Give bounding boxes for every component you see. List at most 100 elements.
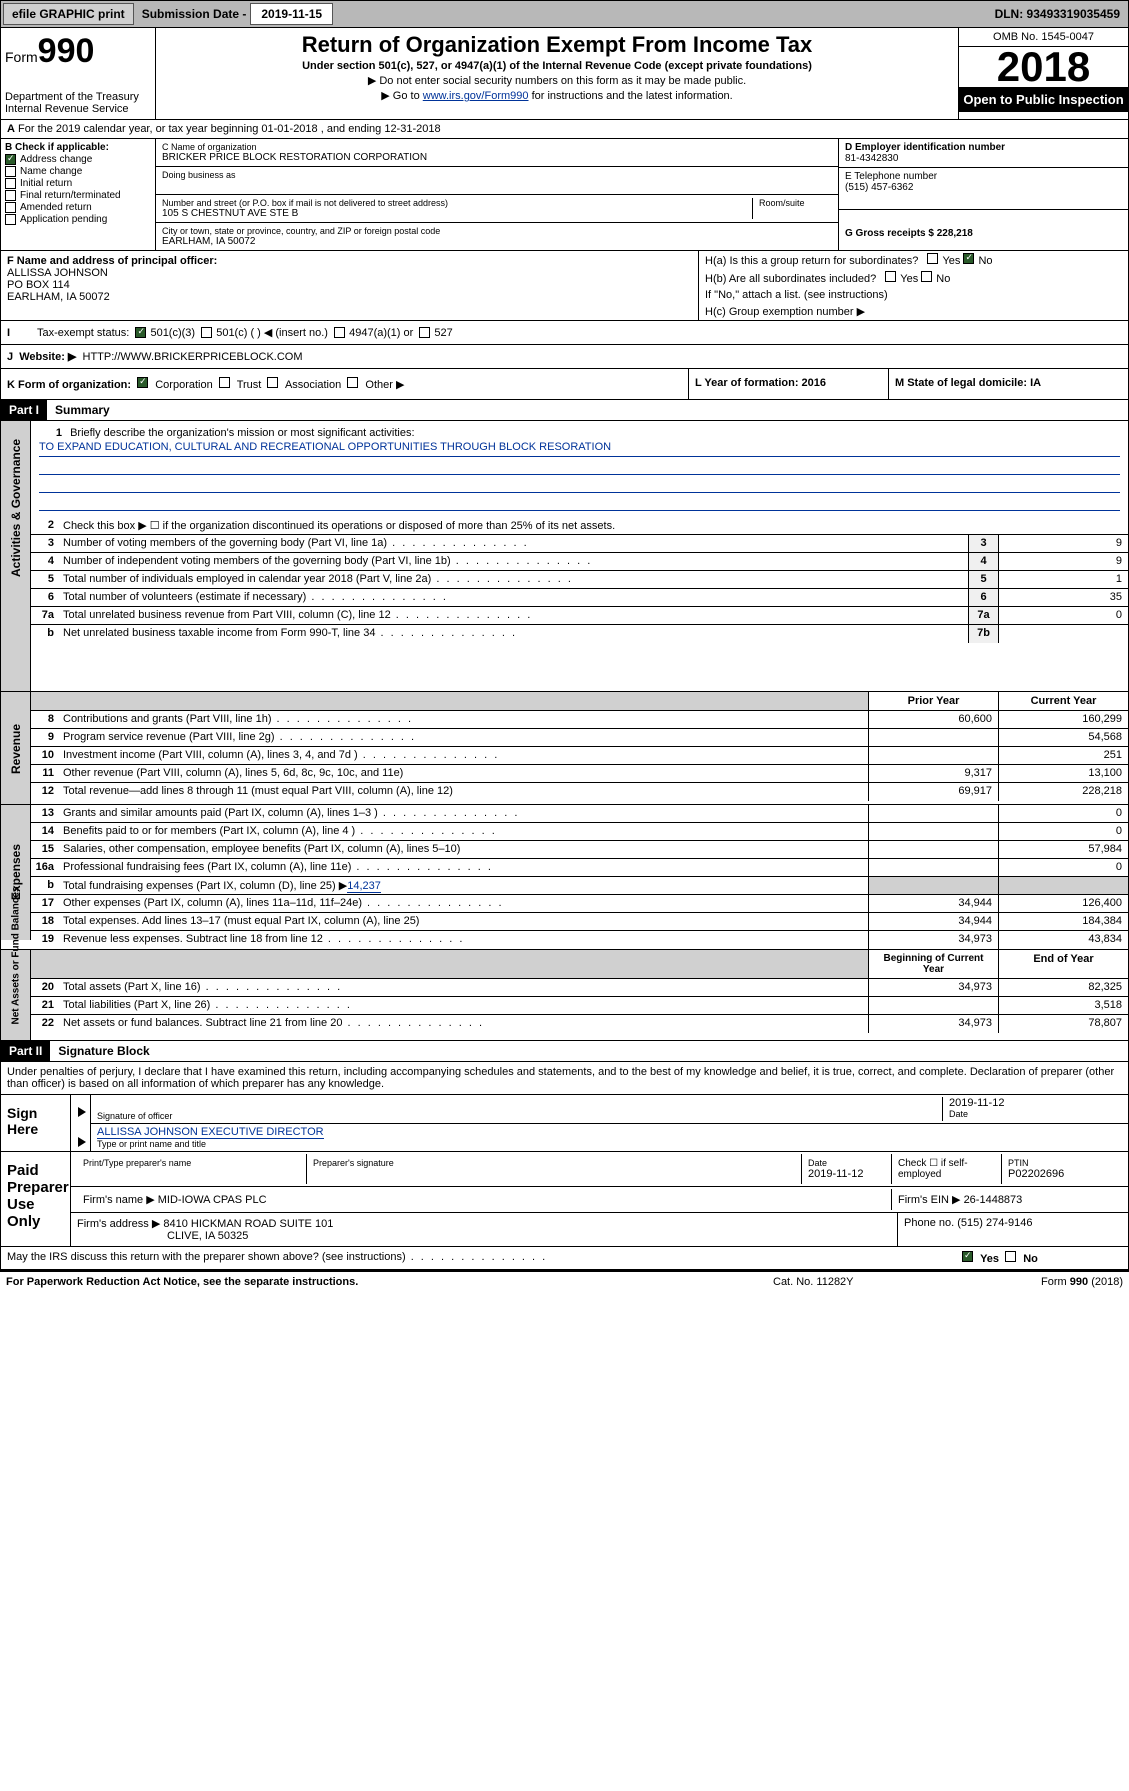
officer-label: F Name and address of principal officer: [7, 255, 217, 267]
name-change-label: Name change [20, 166, 82, 177]
opt-trust: Trust [237, 379, 262, 391]
officer-addr2: EARLHAM, IA 50072 [7, 291, 110, 303]
form-org-label: K Form of organization: [7, 379, 131, 391]
ptin-label: PTIN [1008, 1158, 1116, 1168]
p22: 34,973 [868, 1015, 998, 1033]
line-18: Total expenses. Add lines 13–17 (must eq… [59, 913, 868, 930]
p14 [868, 823, 998, 840]
line-5: Total number of individuals employed in … [59, 571, 968, 588]
sub3-post: for instructions and the latest informat… [529, 90, 733, 102]
p17: 34,944 [868, 895, 998, 912]
topbar: efile GRAPHIC print Submission Date - 20… [0, 0, 1129, 28]
check-501c3[interactable] [135, 327, 146, 338]
expenses-section: Expenses 13Grants and similar amounts pa… [0, 805, 1129, 950]
tax-status-label: Tax-exempt status: [37, 327, 129, 339]
subtitle-2: ▶ Do not enter social security numbers o… [162, 74, 952, 87]
check-4947[interactable] [334, 327, 345, 338]
ha-yes[interactable] [927, 253, 938, 264]
tax-year: 2018 [959, 47, 1128, 87]
box-f: F Name and address of principal officer:… [1, 251, 698, 320]
form-number: 990 [38, 32, 95, 70]
line-11: Other revenue (Part VIII, column (A), li… [59, 765, 868, 782]
check-501c[interactable] [201, 327, 212, 338]
prep-name-label: Print/Type preparer's name [83, 1158, 300, 1168]
part-1-badge: Part I [1, 400, 47, 420]
hc-text: H(c) Group exemption number ▶ [699, 303, 1128, 320]
opt-4947: 4947(a)(1) or [349, 327, 413, 339]
line-16b-pre: Total fundraising expenses (Part IX, col… [63, 880, 347, 892]
opt-other: Other ▶ [365, 379, 404, 391]
line-16a: Professional fundraising fees (Part IX, … [59, 859, 868, 876]
check-corp[interactable] [137, 377, 148, 388]
c9: 54,568 [998, 729, 1128, 746]
prep-date: 2019-11-12 [808, 1168, 885, 1180]
line-16b-val: 14,237 [347, 880, 381, 893]
revenue-section: Revenue Prior YearCurrent Year 8Contribu… [0, 692, 1129, 805]
amended-label: Amended return [20, 202, 92, 213]
prep-sig-label: Preparer's signature [313, 1158, 795, 1168]
line-9: Program service revenue (Part VIII, line… [59, 729, 868, 746]
room-label: Room/suite [759, 198, 832, 208]
website-url: HTTP://WWW.BRICKERPRICEBLOCK.COM [83, 351, 303, 363]
mission-text: TO EXPAND EDUCATION, CULTURAL AND RECREA… [39, 441, 1120, 457]
line-8: Contributions and grants (Part VIII, lin… [59, 711, 868, 728]
firm-name: MID-IOWA CPAS PLC [158, 1194, 267, 1206]
irs-link[interactable]: www.irs.gov/Form990 [423, 90, 529, 102]
check-other[interactable] [347, 377, 358, 388]
p15 [868, 841, 998, 858]
line-1-label: Briefly describe the organization's miss… [70, 427, 414, 439]
hb-yes[interactable] [885, 271, 896, 282]
efile-button[interactable]: efile GRAPHIC print [3, 3, 134, 25]
line-3: Number of voting members of the governin… [59, 535, 968, 552]
arrow-icon [78, 1137, 86, 1147]
c17: 126,400 [998, 895, 1128, 912]
phone-label: E Telephone number [845, 171, 1122, 182]
sign-here-label: SignHere [1, 1095, 71, 1151]
check-application[interactable] [5, 214, 16, 225]
prior-year-header: Prior Year [868, 692, 998, 710]
c21: 3,518 [998, 997, 1128, 1014]
line-4: Number of independent voting members of … [59, 553, 968, 570]
org-name: BRICKER PRICE BLOCK RESTORATION CORPORAT… [162, 152, 832, 163]
net-assets-section: Net Assets or Fund Balances Beginning of… [0, 950, 1129, 1041]
box-c: C Name of organization BRICKER PRICE BLO… [156, 139, 838, 250]
line-20: Total assets (Part X, line 16) [59, 979, 868, 996]
p10 [868, 747, 998, 764]
initial-label: Initial return [20, 178, 72, 189]
check-amended[interactable] [5, 202, 16, 213]
opt-527: 527 [434, 327, 452, 339]
p9 [868, 729, 998, 746]
discuss-no[interactable] [1005, 1251, 1016, 1262]
tab-revenue: Revenue [9, 720, 23, 778]
addr-change-label: Address change [20, 154, 92, 165]
check-name-change[interactable] [5, 166, 16, 177]
discuss-yes[interactable] [962, 1251, 973, 1262]
tab-net-assets: Net Assets or Fund Balances [10, 967, 21, 1025]
firm-phone: (515) 274-9146 [957, 1217, 1032, 1229]
officer-name-title: ALLISSA JOHNSON EXECUTIVE DIRECTOR [97, 1126, 324, 1139]
ein-value: 81-4342830 [845, 153, 1122, 164]
tab-governance: Activities & Governance [9, 519, 23, 577]
hb-note: If "No," attach a list. (see instruction… [699, 287, 1128, 303]
firm-addr-label: Firm's address ▶ [77, 1218, 160, 1230]
box-b-label: B Check if applicable: [5, 142, 151, 153]
check-final-return[interactable] [5, 190, 16, 201]
firm-ein-label: Firm's EIN ▶ [898, 1194, 961, 1206]
c18: 184,384 [998, 913, 1128, 930]
ha-no[interactable] [963, 253, 974, 264]
opt-501c: 501(c) ( ) ◀ (insert no.) [216, 326, 328, 339]
paid-preparer-label: PaidPreparerUse Only [1, 1152, 71, 1246]
prep-date-label: Date [808, 1158, 885, 1168]
c12: 228,218 [998, 783, 1128, 801]
check-initial-return[interactable] [5, 178, 16, 189]
line-17: Other expenses (Part IX, column (A), lin… [59, 895, 868, 912]
check-address-change[interactable] [5, 154, 16, 165]
section-f-h: F Name and address of principal officer:… [0, 251, 1129, 321]
check-assoc[interactable] [267, 377, 278, 388]
check-trust[interactable] [219, 377, 230, 388]
line-10: Investment income (Part VIII, column (A)… [59, 747, 868, 764]
hb-no[interactable] [921, 271, 932, 282]
check-527[interactable] [419, 327, 430, 338]
footer: For Paperwork Reduction Act Notice, see … [0, 1270, 1129, 1292]
dba-label: Doing business as [162, 170, 832, 180]
